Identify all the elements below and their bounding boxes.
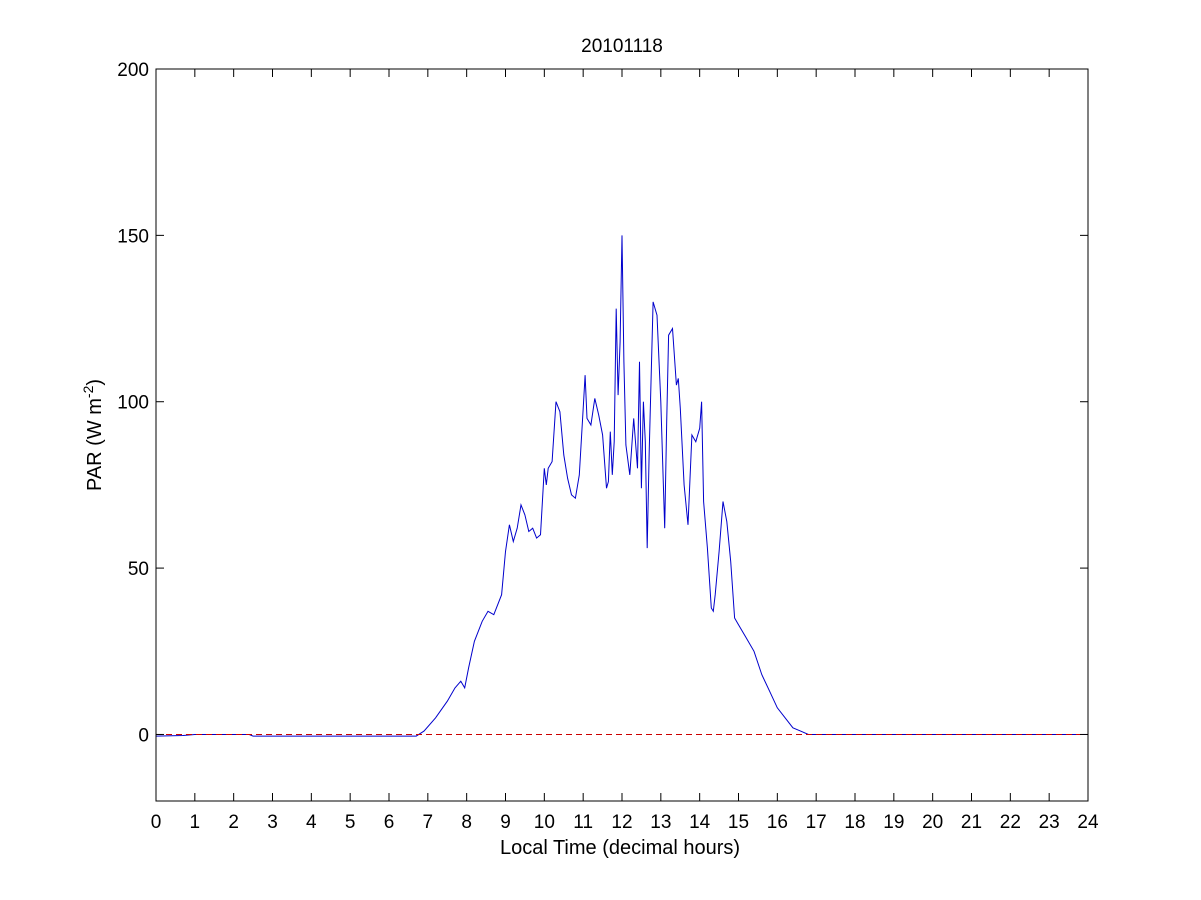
x-tick-label: 22 <box>1000 812 1021 833</box>
data-series <box>155 235 1088 737</box>
x-tick-label: 5 <box>345 812 356 833</box>
x-axis-label: Local Time (decimal hours) <box>500 837 740 859</box>
x-tick-label: 4 <box>306 812 317 833</box>
x-tick-label: 13 <box>650 812 671 833</box>
y-axis-label: PAR (W m-2) <box>80 379 106 491</box>
par-series-line <box>155 235 1088 737</box>
x-tick-label: 9 <box>500 812 511 833</box>
x-tick-label: 17 <box>806 812 827 833</box>
x-tick-label: 21 <box>961 812 982 833</box>
x-tick-label: 11 <box>573 812 593 833</box>
y-axis-label-main: PAR (W m <box>84 398 106 491</box>
x-tick-label: 19 <box>883 812 904 833</box>
y-tick-label: 0 <box>138 725 149 746</box>
x-tick-label: 10 <box>534 812 555 833</box>
x-tick-label: 8 <box>461 812 472 833</box>
chart-title: 20101118 <box>581 36 663 57</box>
x-tick-label: 7 <box>423 812 434 833</box>
x-axis-ticks: 0 1 2 3 4 5 6 7 8 9 10 11 12 13 14 15 16 17 18 19 20 21 22 23 24 <box>151 69 1099 833</box>
x-tick-label: 3 <box>267 812 278 833</box>
y-tick-label: 150 <box>117 226 149 247</box>
x-tick-label: 6 <box>384 812 395 833</box>
y-axis-label-superscript: -2 <box>80 385 96 398</box>
x-tick-label: 16 <box>767 812 788 833</box>
x-tick-label: 14 <box>689 812 711 833</box>
y-tick-label: 50 <box>128 559 149 580</box>
x-tick-label: 0 <box>151 812 162 833</box>
y-tick-label: 200 <box>117 60 149 81</box>
x-tick-label: 2 <box>228 812 239 833</box>
x-tick-label: 12 <box>611 812 632 833</box>
x-tick-label: 24 <box>1077 812 1099 833</box>
plot-area <box>156 69 1088 801</box>
x-tick-label: 15 <box>728 812 749 833</box>
x-tick-label: 23 <box>1039 812 1060 833</box>
x-tick-label: 1 <box>190 812 201 833</box>
y-tick-label: 100 <box>117 393 149 414</box>
x-tick-label: 20 <box>922 812 943 833</box>
x-tick-label: 18 <box>844 812 865 833</box>
y-axis-ticks: 0 50 100 150 200 <box>117 60 1088 746</box>
y-axis-label-close: ) <box>84 379 106 386</box>
